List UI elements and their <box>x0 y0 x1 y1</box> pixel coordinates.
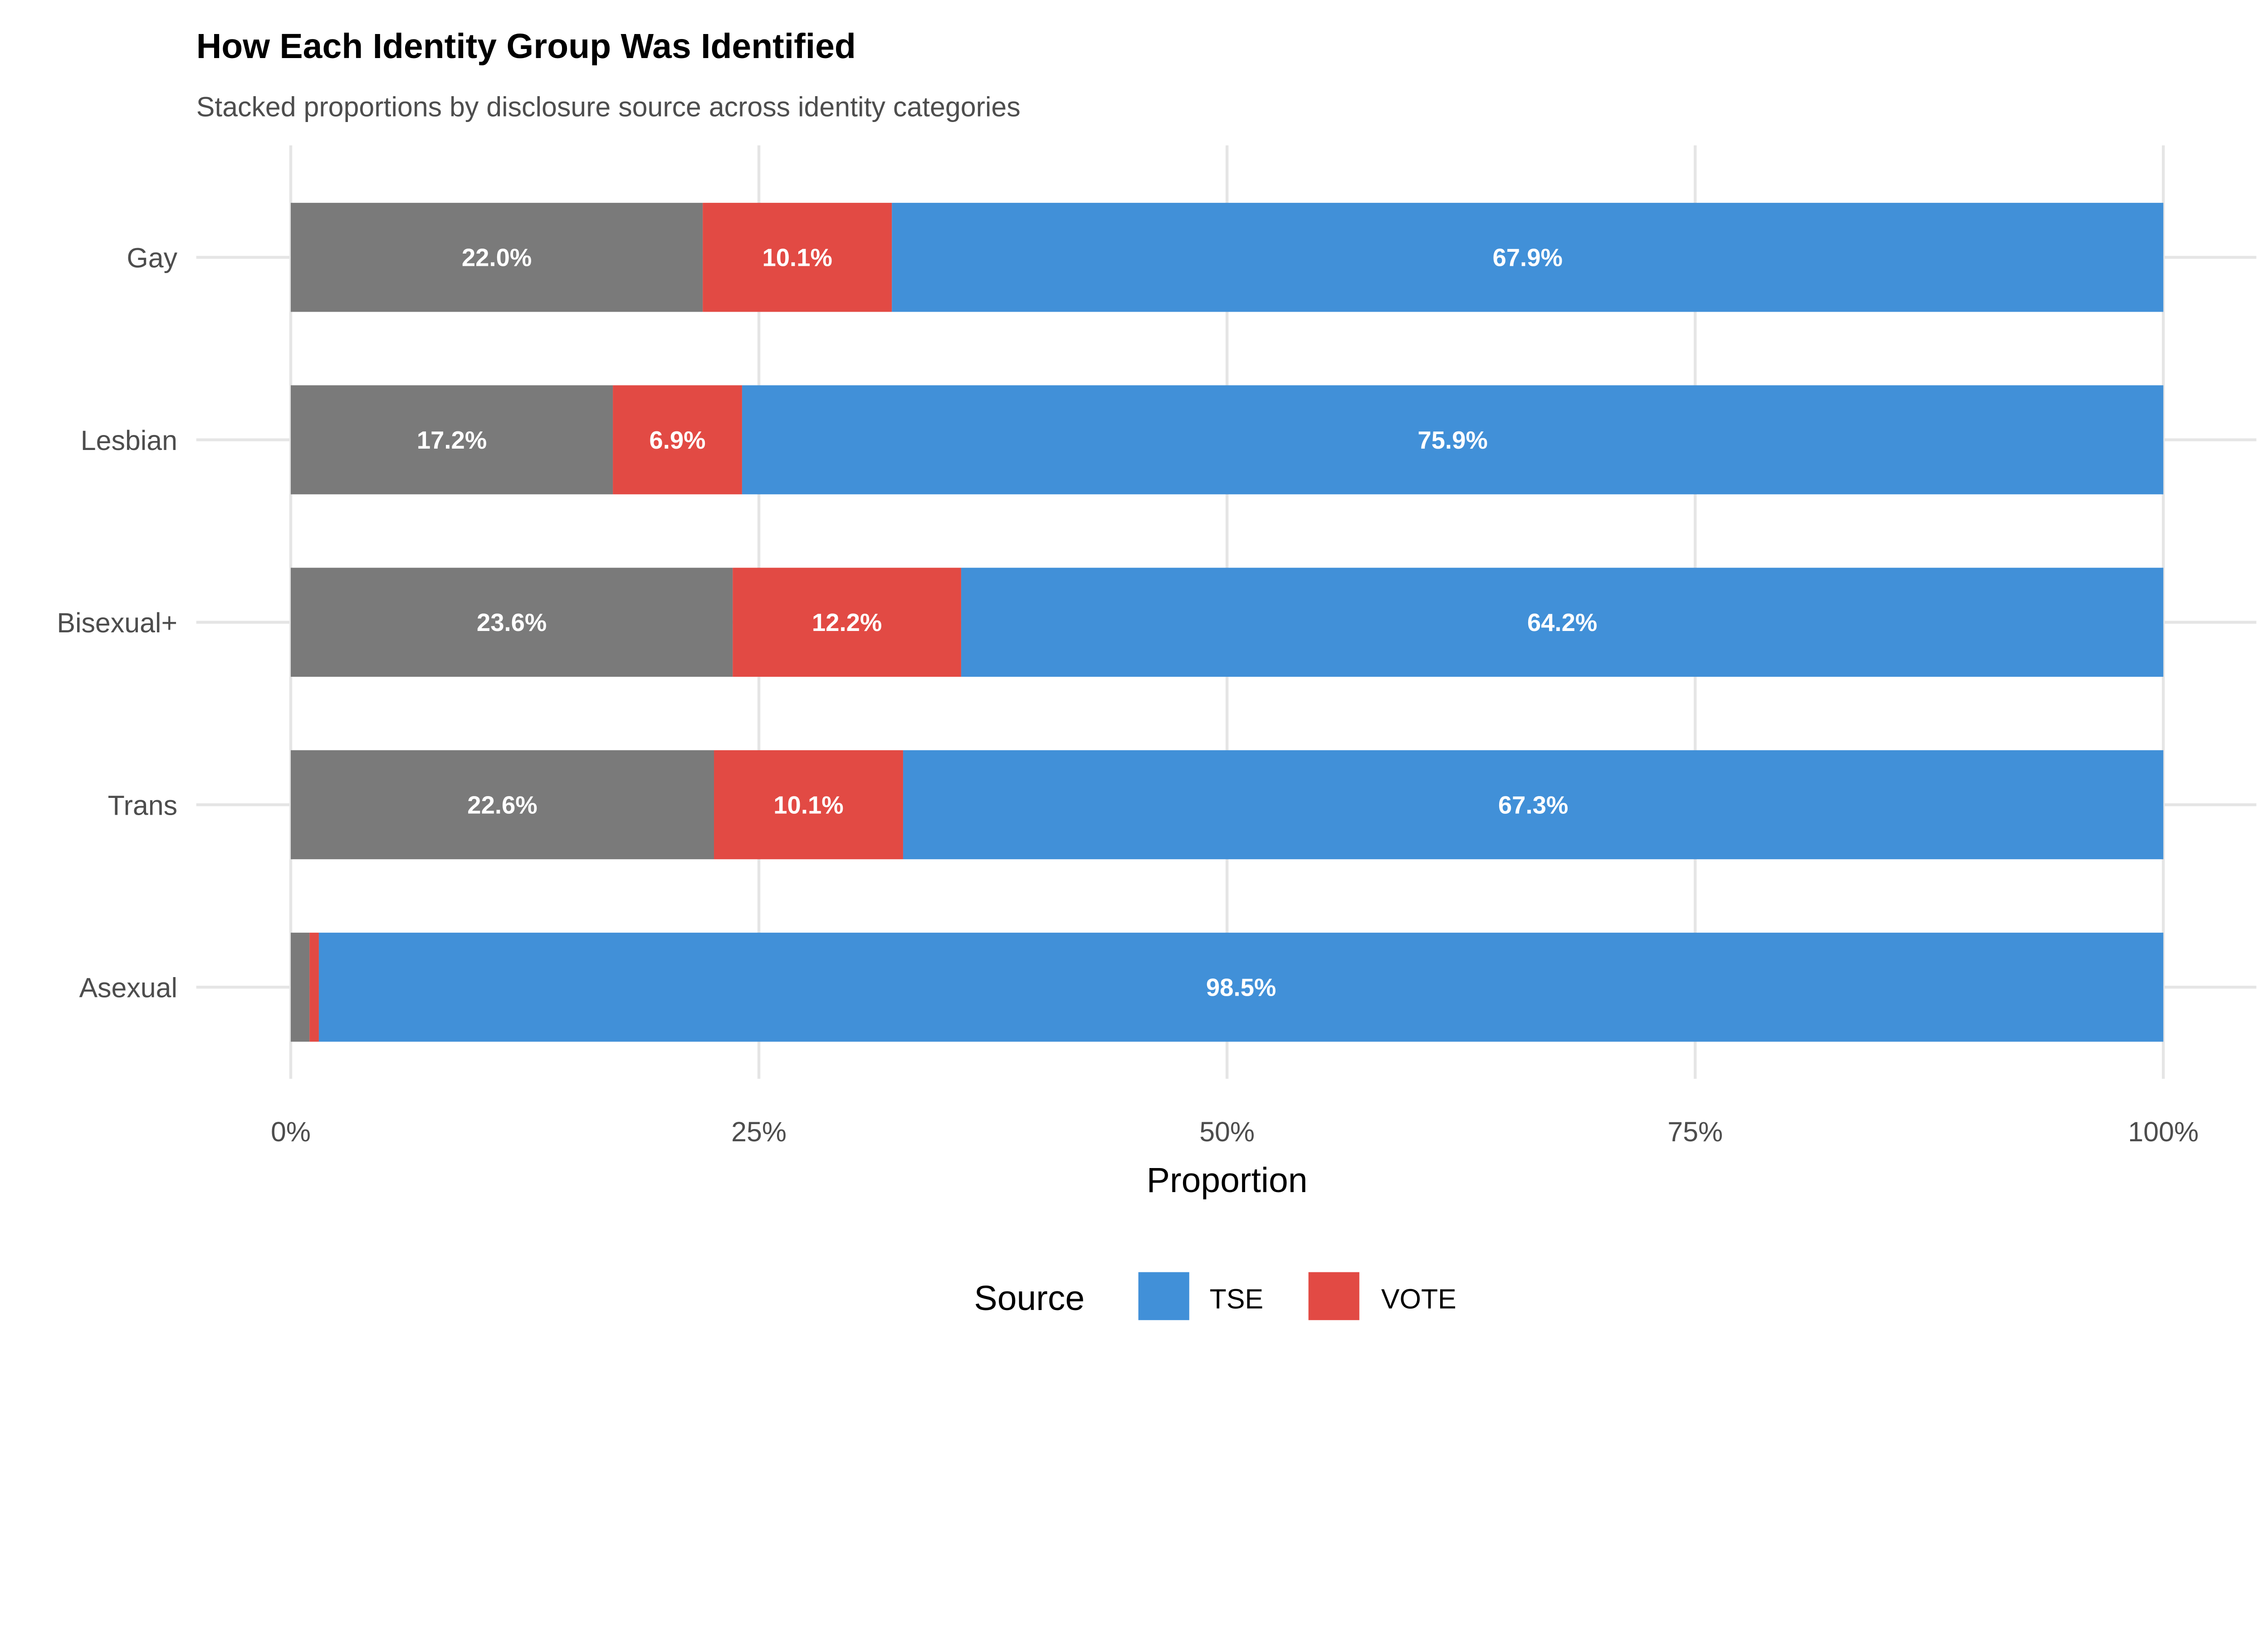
x-axis-ticks: 0% 25% 50% 75% 100% <box>271 1116 2199 1147</box>
legend-key-vote <box>1308 1272 1359 1320</box>
legend: Source TSE VOTE <box>974 1272 1457 1320</box>
x-tick-label: 75% <box>1667 1116 1723 1147</box>
stacked-bar-chart: How Each Identity Group Was Identified S… <box>57 27 2257 1320</box>
x-axis-title: Proportion <box>1147 1161 1308 1200</box>
data-label: 98.5% <box>1206 974 1276 1002</box>
bar-segment-vote-lesbian <box>613 385 742 494</box>
bar-segment-other-bisexual <box>291 567 733 677</box>
data-label: 67.3% <box>1498 791 1568 819</box>
bar-segment-other-asexual <box>291 933 310 1042</box>
bar-segment-other-gay <box>291 203 703 312</box>
y-tick-label: Trans <box>108 790 177 821</box>
data-label: 10.1% <box>773 791 843 819</box>
data-label: 6.9% <box>649 426 705 454</box>
bars: 22.0% 10.1% 67.9% 17.2% 6.9% 75.9% 23.6% 12.2% 6… <box>291 203 2164 1042</box>
data-label: 23.6% <box>477 609 547 636</box>
chart-subtitle: Stacked proportions by disclosure source… <box>196 91 1021 122</box>
bar-segment-tse-asexual <box>318 933 2164 1042</box>
x-tick-label: 100% <box>2128 1116 2199 1147</box>
bar-segment-vote-gay <box>703 203 892 312</box>
legend-title: Source <box>974 1279 1085 1318</box>
bar-segment-vote-asexual <box>309 933 319 1042</box>
y-tick-label: Gay <box>127 243 177 274</box>
data-label: 75.9% <box>1418 426 1487 454</box>
bar-segment-tse-bisexual <box>961 567 2164 677</box>
bar-segment-vote-trans <box>714 750 903 860</box>
data-label: 22.0% <box>462 244 532 272</box>
y-tick-label: Lesbian <box>81 425 177 456</box>
data-label: 67.9% <box>1492 244 1562 272</box>
bar-segment-tse-trans <box>903 750 2164 860</box>
x-tick-label: 25% <box>731 1116 787 1147</box>
data-label: 12.2% <box>812 609 882 636</box>
bar-segment-tse-lesbian <box>742 385 2164 494</box>
legend-label: TSE <box>1210 1284 1263 1315</box>
bar-segment-other-lesbian <box>291 385 613 494</box>
y-axis-labels: Gay Lesbian Bisexual+ Trans Asexual <box>57 243 177 1003</box>
y-tick-label: Asexual <box>79 973 177 1003</box>
x-tick-label: 0% <box>271 1116 311 1147</box>
data-label: 64.2% <box>1527 609 1597 636</box>
legend-key-tse <box>1138 1272 1189 1320</box>
bar-segment-other-trans <box>291 750 714 860</box>
bar-segment-tse-gay <box>892 203 2164 312</box>
x-tick-label: 50% <box>1199 1116 1255 1147</box>
data-label: 10.1% <box>762 244 832 272</box>
data-label: 17.2% <box>417 426 487 454</box>
y-tick-label: Bisexual+ <box>57 607 177 638</box>
chart-title: How Each Identity Group Was Identified <box>196 27 856 66</box>
legend-label: VOTE <box>1381 1284 1457 1315</box>
bar-segment-vote-bisexual <box>733 567 961 677</box>
data-label: 22.6% <box>467 791 537 819</box>
